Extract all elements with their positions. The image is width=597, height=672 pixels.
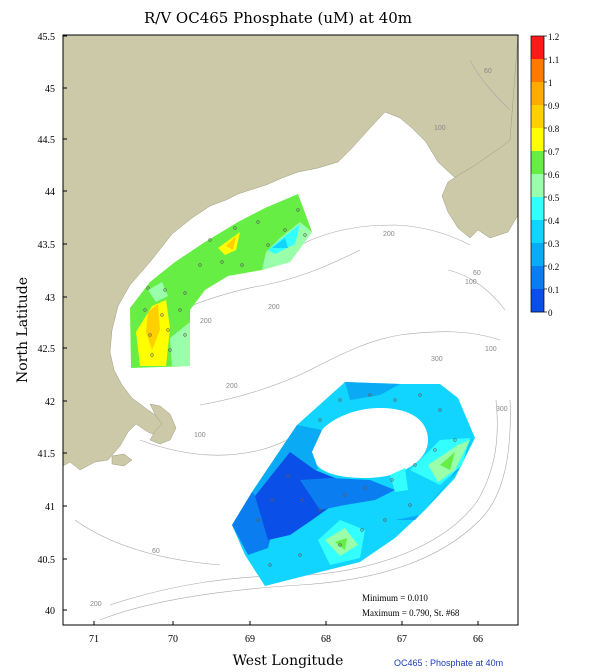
colorbar: 1.2 1.1 1 0.9 0.8 0.7 0.6 0.5 0.4 0.3 0.… [530,32,560,318]
y-tick-label: 42 [45,397,55,408]
x-tick-label: 68 [321,634,331,645]
y-tick-label: 41.5 [38,449,56,460]
y-tick-label: 43 [45,293,55,304]
colorbar-swatch [531,174,544,198]
bathymetry-contours [74,59,511,621]
colorbar-swatch [531,59,544,83]
colorbar-label: 0.7 [548,147,560,157]
y-tick-label: 45.5 [38,32,56,43]
x-tick-label: 70 [168,634,178,645]
gulf-of-maine-field [130,194,312,368]
map-title: R/V OC465 Phosphate (uM) at 40m [144,9,412,27]
colorbar-label: 1.2 [548,32,559,42]
depth-label: 200 [90,601,102,608]
depth-label: 200 [383,231,395,238]
colorbar-label: 0.8 [548,124,560,134]
depth-label: 300 [431,356,443,363]
colorbar-label: 0.5 [548,193,560,203]
map-area: 60 100 200 200 200 200 300 100 100 60 10… [62,34,519,626]
y-tick-label: 41 [45,502,55,513]
depth-label: 100 [194,432,206,439]
colorbar-label: 0 [548,308,553,318]
colorbar-swatch [531,266,544,290]
colorbar-swatch [531,128,544,152]
maximum-stat: Maximum = 0.790, St. #68 [362,608,460,618]
colorbar-label: 1 [548,78,553,88]
colorbar-label: 0.9 [548,101,560,111]
colorbar-swatches [531,36,544,313]
mainland-landmass [62,34,519,471]
depth-label: 60 [473,270,481,277]
depth-label: 100 [485,346,497,353]
depth-label: 300 [496,406,508,413]
y-tick-label: 40.5 [38,555,56,566]
colorbar-swatch [531,197,544,221]
colorbar-swatch [531,105,544,129]
depth-label: 60 [484,68,492,75]
y-tick-label: 42.5 [38,344,56,355]
colorbar-swatch [531,289,544,313]
footer-caption: OC465 : Phosphate at 40m [394,658,503,668]
depth-label: 100 [465,279,477,286]
x-tick-label: 69 [245,634,255,645]
nova-scotia-landmass [441,34,519,239]
colorbar-swatch [531,36,544,60]
colorbar-label: 0.3 [548,239,560,249]
y-tick-label: 44 [45,187,55,198]
island-landmass [111,453,133,467]
x-axis-label: West Longitude [233,653,344,669]
y-axis-label: North Latitude [15,277,31,383]
colorbar-label: 1.1 [548,55,559,65]
colorbar-label: 0.6 [548,170,560,180]
colorbar-label: 0.2 [548,262,559,272]
georges-bank-field [232,382,475,586]
depth-label: 60 [152,548,160,555]
minimum-stat: Minimum = 0.010 [362,593,428,603]
cape-cod-landmass [149,403,177,445]
y-tick-label: 45 [45,84,55,95]
colorbar-swatch [531,220,544,244]
colorbar-swatch [531,243,544,267]
depth-label: 200 [268,304,280,311]
x-tick-label: 66 [473,634,483,645]
colorbar-swatch [531,151,544,175]
depth-label: 100 [434,125,446,132]
y-tick-label: 43.5 [38,240,56,251]
colorbar-label: 0.1 [548,285,559,295]
colorbar-label: 0.4 [548,216,560,226]
x-tick-label: 71 [89,634,99,645]
depth-label: 200 [200,318,212,325]
y-tick-label: 40 [45,606,55,617]
y-axis: 45.5 45 44.5 44 43.5 43 42.5 42 41.5 41 … [15,32,67,617]
x-axis: 71 70 69 68 67 66 West Longitude [89,621,483,669]
colorbar-swatch [531,82,544,106]
y-tick-label: 44.5 [38,135,56,146]
station-markers [143,208,457,567]
x-tick-label: 67 [397,634,407,645]
depth-label: 200 [226,383,238,390]
